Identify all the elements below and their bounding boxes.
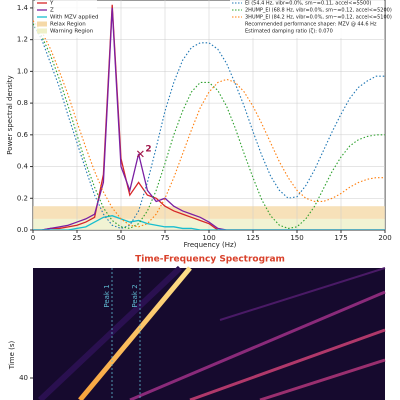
legend-label: Estimated damping ratio (ζ): 0.070	[245, 29, 333, 35]
series-line	[33, 23, 385, 229]
band	[37, 265, 183, 400]
band	[129, 290, 386, 400]
legend-label: Y	[49, 1, 54, 7]
legend-swatch	[37, 28, 47, 34]
y-tick-label: 0.2	[17, 194, 28, 202]
peak-label: Peak 2	[131, 284, 139, 307]
x-tick-label: 200	[378, 234, 391, 242]
y-tick-label: 0.4	[17, 163, 29, 171]
y-tick-label: 1.0	[17, 67, 28, 75]
x-tick-label: 50	[117, 234, 126, 242]
legend-label: Warning Region	[50, 29, 94, 35]
x-tick-label: 175	[334, 234, 347, 242]
spectrogram-title: Time-Frequency Spectrogram	[135, 255, 285, 265]
legend-label: 2HUMP_EI (68.8 Hz, vibr=0.0%, sm~=0.12, …	[245, 8, 392, 14]
legend-label: EI (54.4 Hz, vibr=0.0%, sm~=0.11, accel<…	[245, 1, 371, 7]
legend-label: With MZV applied	[50, 15, 99, 21]
plot	[33, 0, 385, 230]
annotation: 2	[145, 144, 151, 154]
legend-label: Z	[50, 8, 54, 14]
legend-label: Recommended performance shaper: MZV @ 44…	[245, 22, 377, 28]
x-tick-label: 0	[31, 234, 35, 242]
band	[259, 358, 386, 400]
y-axis-label: Time (s)	[8, 341, 16, 371]
band	[189, 328, 386, 400]
legend-box	[230, 0, 384, 38]
y-axis-label: Power spectral density	[6, 75, 14, 154]
y-tick-label: 0.0	[17, 226, 28, 234]
peak-marker	[136, 150, 144, 158]
series-line	[33, 7, 385, 230]
y-tick-label: 0.6	[17, 131, 29, 139]
band	[219, 267, 386, 321]
series-line	[33, 23, 385, 229]
legend-label: 3HUMP_EI (84.2 Hz, vibr=0.0%, sm~=0.12, …	[245, 15, 392, 21]
band	[78, 266, 192, 400]
x-axis-label: Frequency (Hz)	[184, 241, 237, 249]
spectrogram-bg	[33, 268, 385, 400]
x-tick-label: 75	[161, 234, 170, 242]
x-tick-label: 125	[246, 234, 259, 242]
legend-label: Relax Region	[50, 22, 86, 28]
y-tick-label: 40	[19, 374, 28, 382]
y-tick-label: 1.4	[17, 4, 29, 12]
y-tick-label: 0.8	[17, 99, 28, 107]
peak-label: Peak 1	[103, 284, 111, 307]
spectrogram: Peak 1 Peak 2	[33, 265, 386, 400]
x-tick-label: 100	[202, 234, 215, 242]
x-tick-label: 150	[290, 234, 303, 242]
series-line	[33, 4, 385, 230]
y-tick-label: 1.2	[17, 36, 28, 44]
series-line	[33, 215, 385, 230]
x-tick-label: 25	[73, 234, 82, 242]
series-line	[33, 20, 385, 228]
legend-swatch	[37, 21, 47, 27]
